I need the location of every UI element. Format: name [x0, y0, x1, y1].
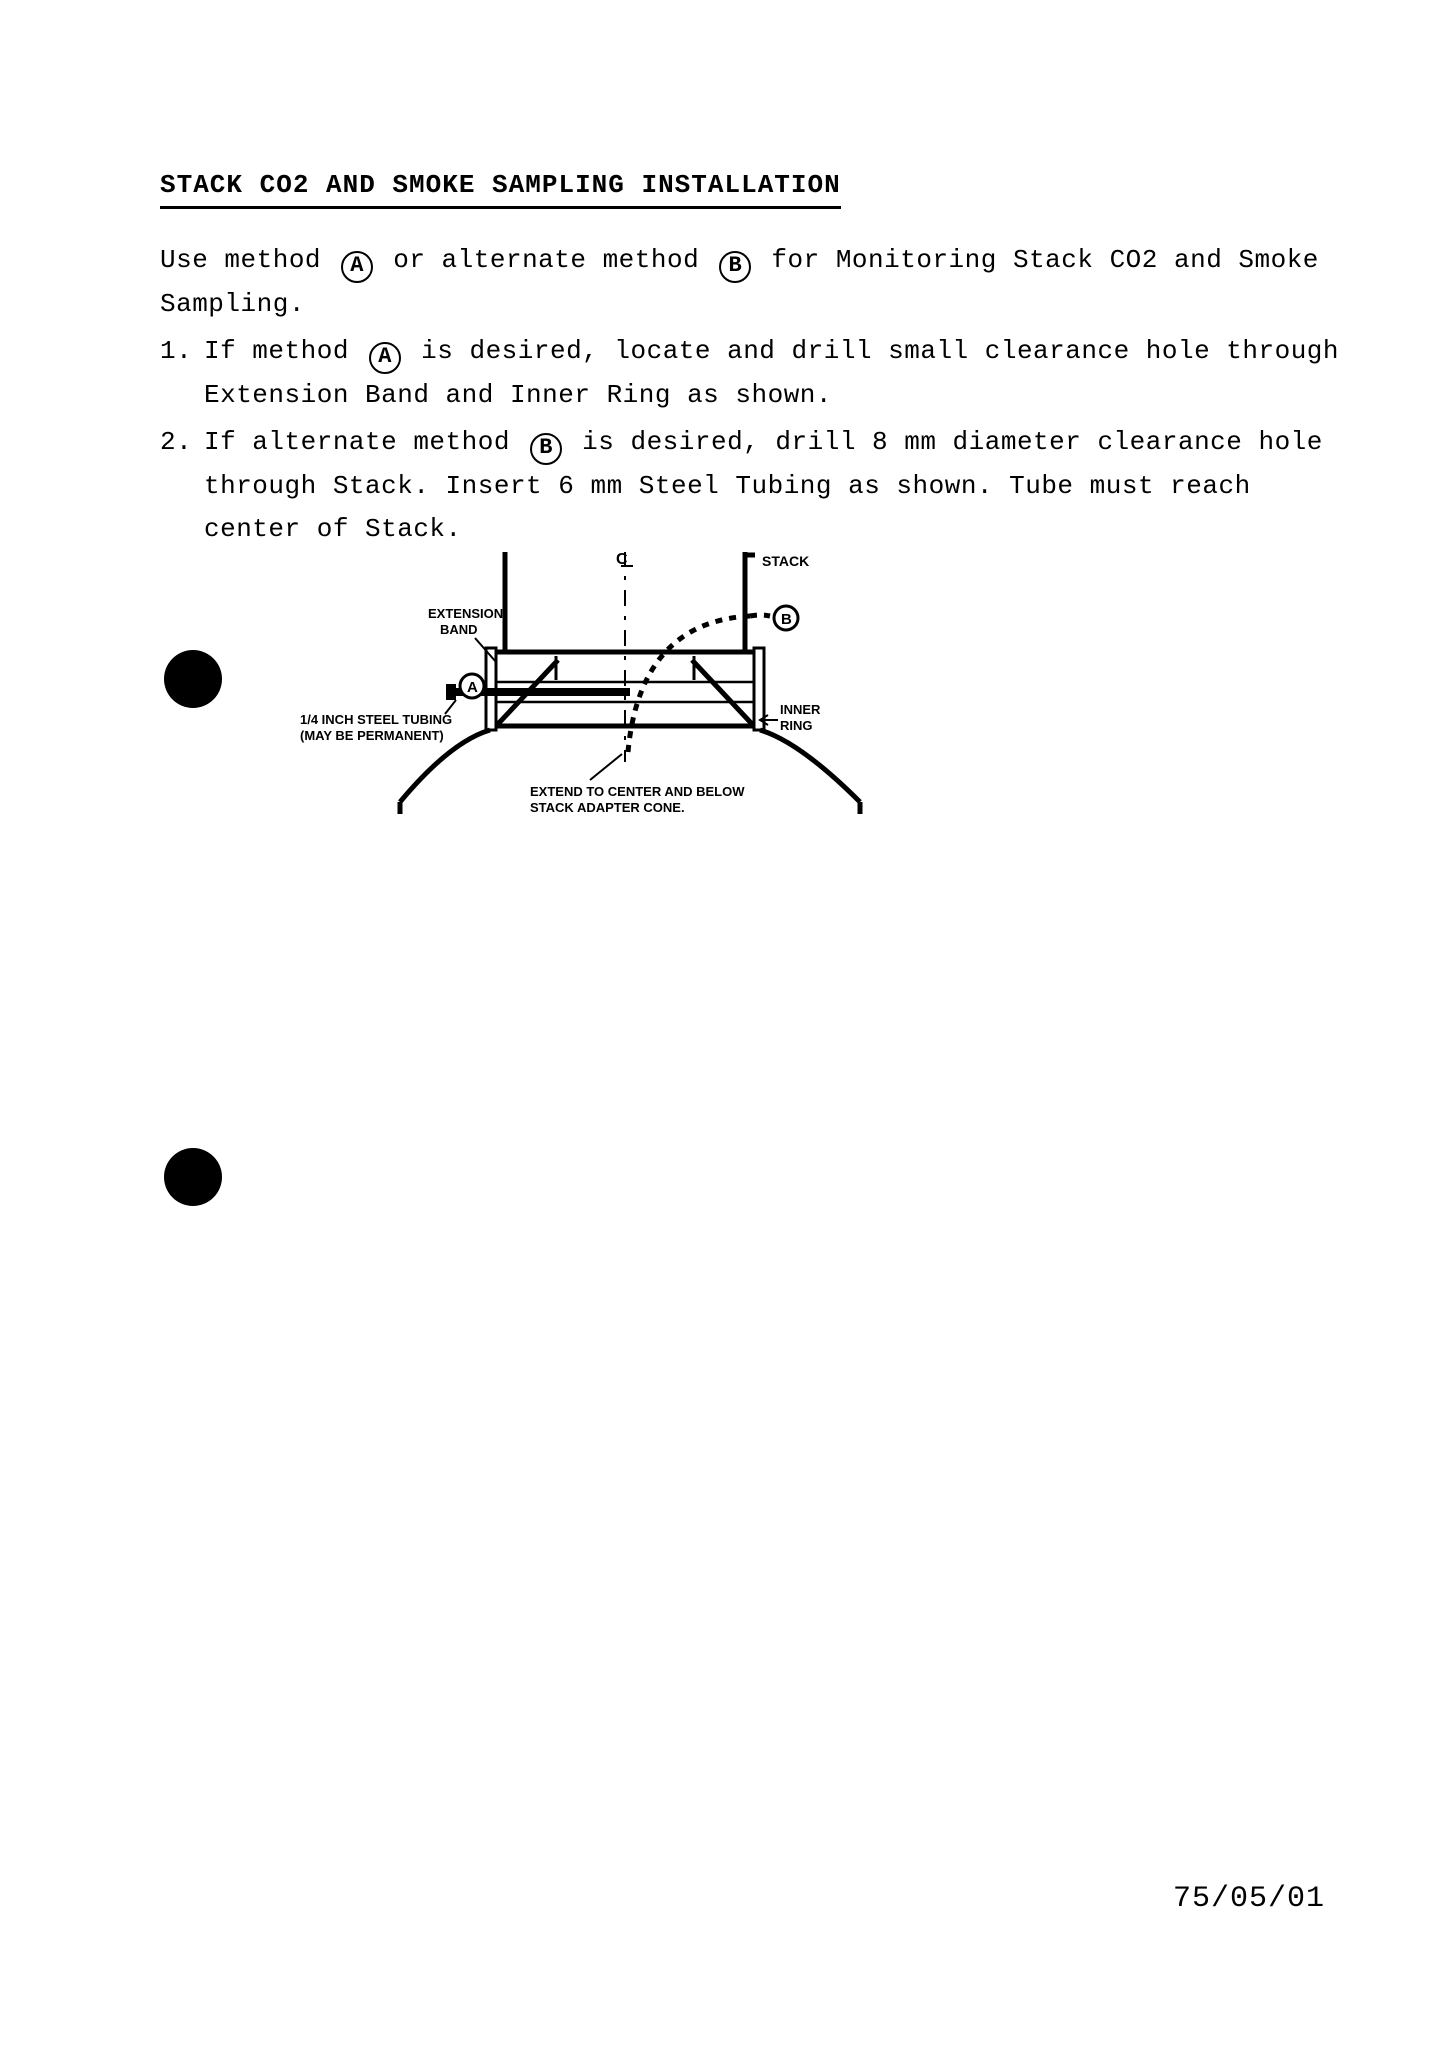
method-a-icon: A [369, 342, 401, 374]
intro-part-a: Use method [160, 245, 321, 275]
label-inner-ring-2: RING [780, 718, 813, 733]
list-item-1-num: 1. [160, 330, 204, 417]
method-b-icon: B [530, 433, 562, 465]
stack-diagram-svg: STACK C A [300, 552, 990, 832]
page-title: STACK CO2 AND SMOKE SAMPLING INSTALLATIO… [160, 170, 841, 209]
list-item-1: 1. If method A is desired, locate and dr… [160, 330, 1345, 417]
label-extension-band-1: EXTENSION [428, 606, 503, 621]
body-text: Use method A or alternate method B for M… [160, 239, 1345, 551]
item1-a: If method [204, 336, 349, 366]
method-a-icon: A [341, 251, 373, 283]
label-tubing-2: (MAY BE PERMANENT) [300, 728, 444, 743]
label-tubing-1: 1/4 INCH STEEL TUBING [300, 712, 452, 727]
list-item-2: 2. If alternate method B is desired, dri… [160, 421, 1345, 551]
intro-line: Use method A or alternate method B for M… [160, 239, 1345, 326]
label-stack: STACK [762, 553, 809, 569]
list-item-1-content: If method A is desired, locate and drill… [204, 330, 1345, 417]
item2-a: If alternate method [204, 427, 510, 457]
diagram-method-a-icon: A [467, 679, 478, 696]
punch-hole-icon [164, 650, 222, 708]
diagram-method-b-icon: B [781, 611, 792, 628]
label-extension-band-2: BAND [440, 622, 478, 637]
label-inner-ring-1: INNER [780, 702, 821, 717]
document-date: 75/05/01 [1173, 1882, 1325, 1916]
method-b-icon: B [719, 251, 751, 283]
stack-diagram: STACK C A [300, 552, 990, 832]
document-page: STACK CO2 AND SMOKE SAMPLING INSTALLATIO… [0, 0, 1435, 2048]
label-extend-1: EXTEND TO CENTER AND BELOW [530, 784, 745, 799]
label-extend-2: STACK ADAPTER CONE. [530, 800, 685, 815]
intro-part-b: or alternate method [393, 245, 699, 275]
list-item-2-content: If alternate method B is desired, drill … [204, 421, 1345, 551]
punch-hole-icon [164, 1148, 222, 1206]
list-item-2-num: 2. [160, 421, 204, 551]
